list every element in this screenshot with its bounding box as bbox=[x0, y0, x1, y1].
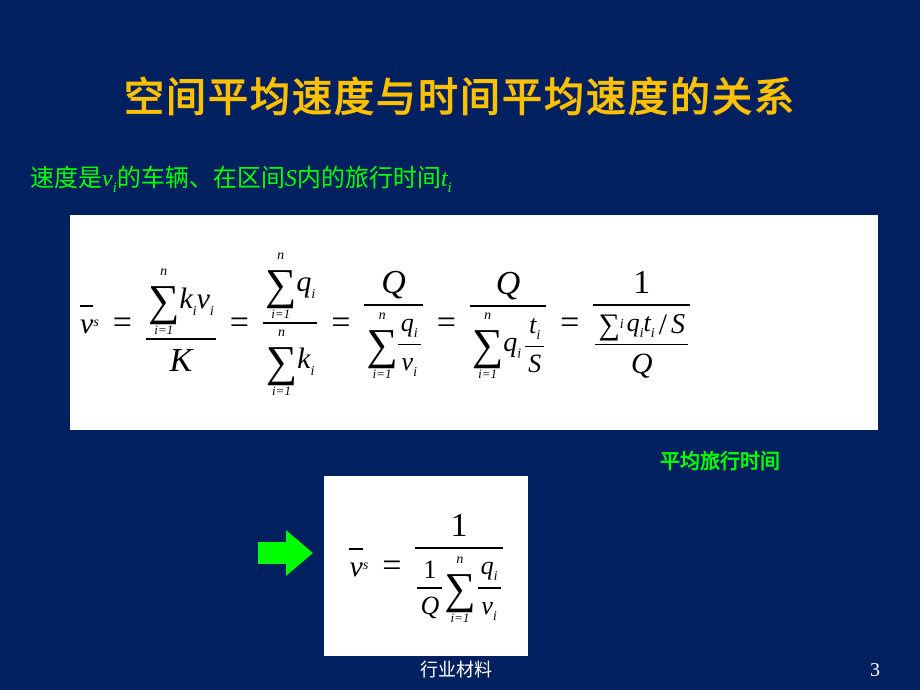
var-s: S bbox=[285, 166, 297, 192]
subtitle-part2: 的车辆、在区间 bbox=[117, 166, 285, 192]
subtitle-part3: 内的旅行时间 bbox=[297, 166, 441, 192]
equation-box-1: vs = n∑i=1 kivi K = n∑i=1 qi bbox=[70, 215, 878, 430]
equation-box-2: vs = 1 1 Q n∑i=1 qi vi bbox=[324, 476, 528, 656]
subtitle: 速度是vi的车辆、在区间S内的旅行时间ti bbox=[0, 123, 920, 197]
vbar-sub: s bbox=[93, 315, 98, 331]
var-v: v bbox=[102, 166, 113, 192]
var-t: t bbox=[441, 166, 448, 192]
var-t-sub: i bbox=[448, 180, 452, 196]
footer-text: 行业材料 bbox=[420, 656, 492, 682]
label-travel-time: 平均旅行时间 bbox=[660, 445, 780, 474]
page-number: 3 bbox=[870, 659, 880, 682]
vbar: v bbox=[80, 305, 93, 341]
equation-2: vs = 1 1 Q n∑i=1 qi vi bbox=[324, 476, 528, 656]
subtitle-part1: 速度是 bbox=[30, 166, 102, 192]
equation-1: vs = n∑i=1 kivi K = n∑i=1 qi bbox=[70, 215, 700, 430]
slide-title: 空间平均速度与时间平均速度的关系 bbox=[0, 0, 920, 123]
eq-sign: = bbox=[105, 304, 140, 342]
arrow-icon bbox=[258, 530, 313, 576]
